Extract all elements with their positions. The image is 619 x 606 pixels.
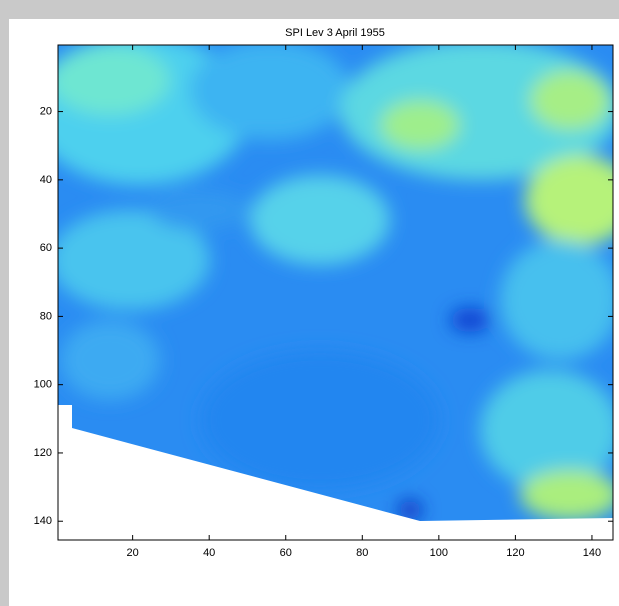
x-tick-label: 40 bbox=[203, 547, 215, 559]
y-tick-label: 60 bbox=[40, 242, 52, 254]
x-tick-label: 120 bbox=[506, 547, 524, 559]
x-tick-label: 80 bbox=[356, 547, 368, 559]
heatmap-image bbox=[58, 45, 613, 540]
y-tick-label: 120 bbox=[34, 447, 52, 459]
x-tick-label: 20 bbox=[127, 547, 139, 559]
y-tick-label: 20 bbox=[40, 105, 52, 117]
chart-title: SPI Lev 3 April 1955 bbox=[285, 27, 385, 39]
y-tick-label: 40 bbox=[40, 174, 52, 186]
plot-frame bbox=[57, 44, 614, 541]
x-tick-label: 100 bbox=[430, 547, 448, 559]
y-tick-label: 80 bbox=[40, 310, 52, 322]
x-tick-label: 60 bbox=[280, 547, 292, 559]
x-tick-label: 140 bbox=[583, 547, 601, 559]
y-tick-label: 100 bbox=[34, 379, 52, 391]
y-tick-label: 140 bbox=[34, 515, 52, 527]
